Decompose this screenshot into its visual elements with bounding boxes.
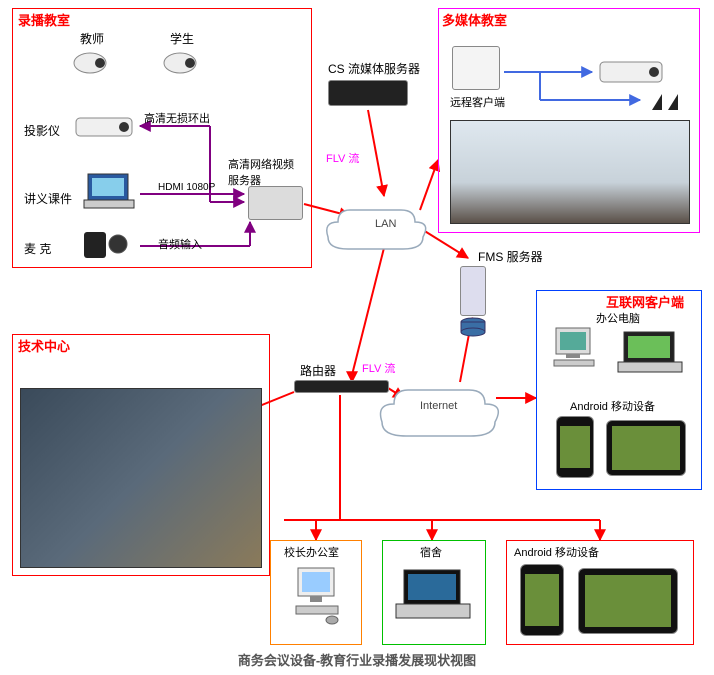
techcenter-photo (20, 388, 262, 568)
label-flv1: FLV 流 (326, 150, 359, 166)
label-flv2: FLV 流 (362, 360, 395, 376)
laptop-icon (616, 330, 686, 376)
label-hd-lossless: 高清无损环出 (144, 110, 210, 126)
camera-icon (160, 48, 200, 78)
label-projector: 投影仪 (24, 122, 60, 139)
speaker-icon (650, 90, 686, 114)
label-remote-client: 远程客户端 (450, 94, 505, 110)
classroom-photo (450, 120, 690, 224)
label-fms: FMS 服务器 (478, 248, 543, 265)
label-hd-server: 高清网络视频服务器 (228, 156, 300, 188)
label-courseware: 讲义课件 (24, 190, 72, 207)
label-teacher: 教师 (80, 30, 104, 47)
projector-icon (74, 110, 138, 142)
title-multimedia: 多媒体教室 (442, 10, 507, 29)
hd-server-icon (248, 186, 303, 220)
cloud-internet: Internet (420, 400, 457, 412)
laptop-icon (394, 568, 474, 624)
label-router: 路由器 (300, 362, 336, 379)
label-cs-server: CS 流媒体服务器 (328, 60, 420, 77)
disk-icon (458, 316, 488, 338)
cs-server-icon (328, 80, 408, 106)
title-recording: 录播教室 (18, 10, 70, 29)
caption: 商务会议设备-教育行业录播发展现状视图 (0, 650, 714, 669)
router-icon (294, 380, 389, 393)
remote-client-icon (452, 46, 500, 90)
desktop-icon (552, 326, 598, 370)
label-mic: 麦 克 (24, 240, 51, 257)
title-android-bottom: Android 移动设备 (514, 544, 599, 560)
title-inet-clients: 互联网客户端 (606, 292, 684, 311)
label-android1: Android 移动设备 (570, 398, 655, 414)
desktop-icon (292, 566, 342, 626)
mic-icon (82, 226, 130, 262)
title-principal: 校长办公室 (284, 544, 339, 560)
cloud-lan: LAN (375, 218, 396, 230)
title-dorm: 宿舍 (420, 544, 442, 560)
projector-icon (598, 54, 670, 88)
label-student: 学生 (170, 30, 194, 47)
laptop-icon (82, 172, 138, 212)
label-hdmi: HDMI 1080P (158, 182, 215, 193)
diagram-canvas: 录播教室 教师 学生 投影仪 高清无损环出 高清网络视频服务器 讲义课件 HDM… (0, 0, 714, 675)
fms-server-icon (460, 266, 486, 316)
title-tech: 技术中心 (18, 336, 70, 355)
label-audio-input: 音频输入 (158, 236, 202, 252)
label-office-pc: 办公电脑 (596, 310, 640, 326)
camera-icon (70, 48, 110, 78)
